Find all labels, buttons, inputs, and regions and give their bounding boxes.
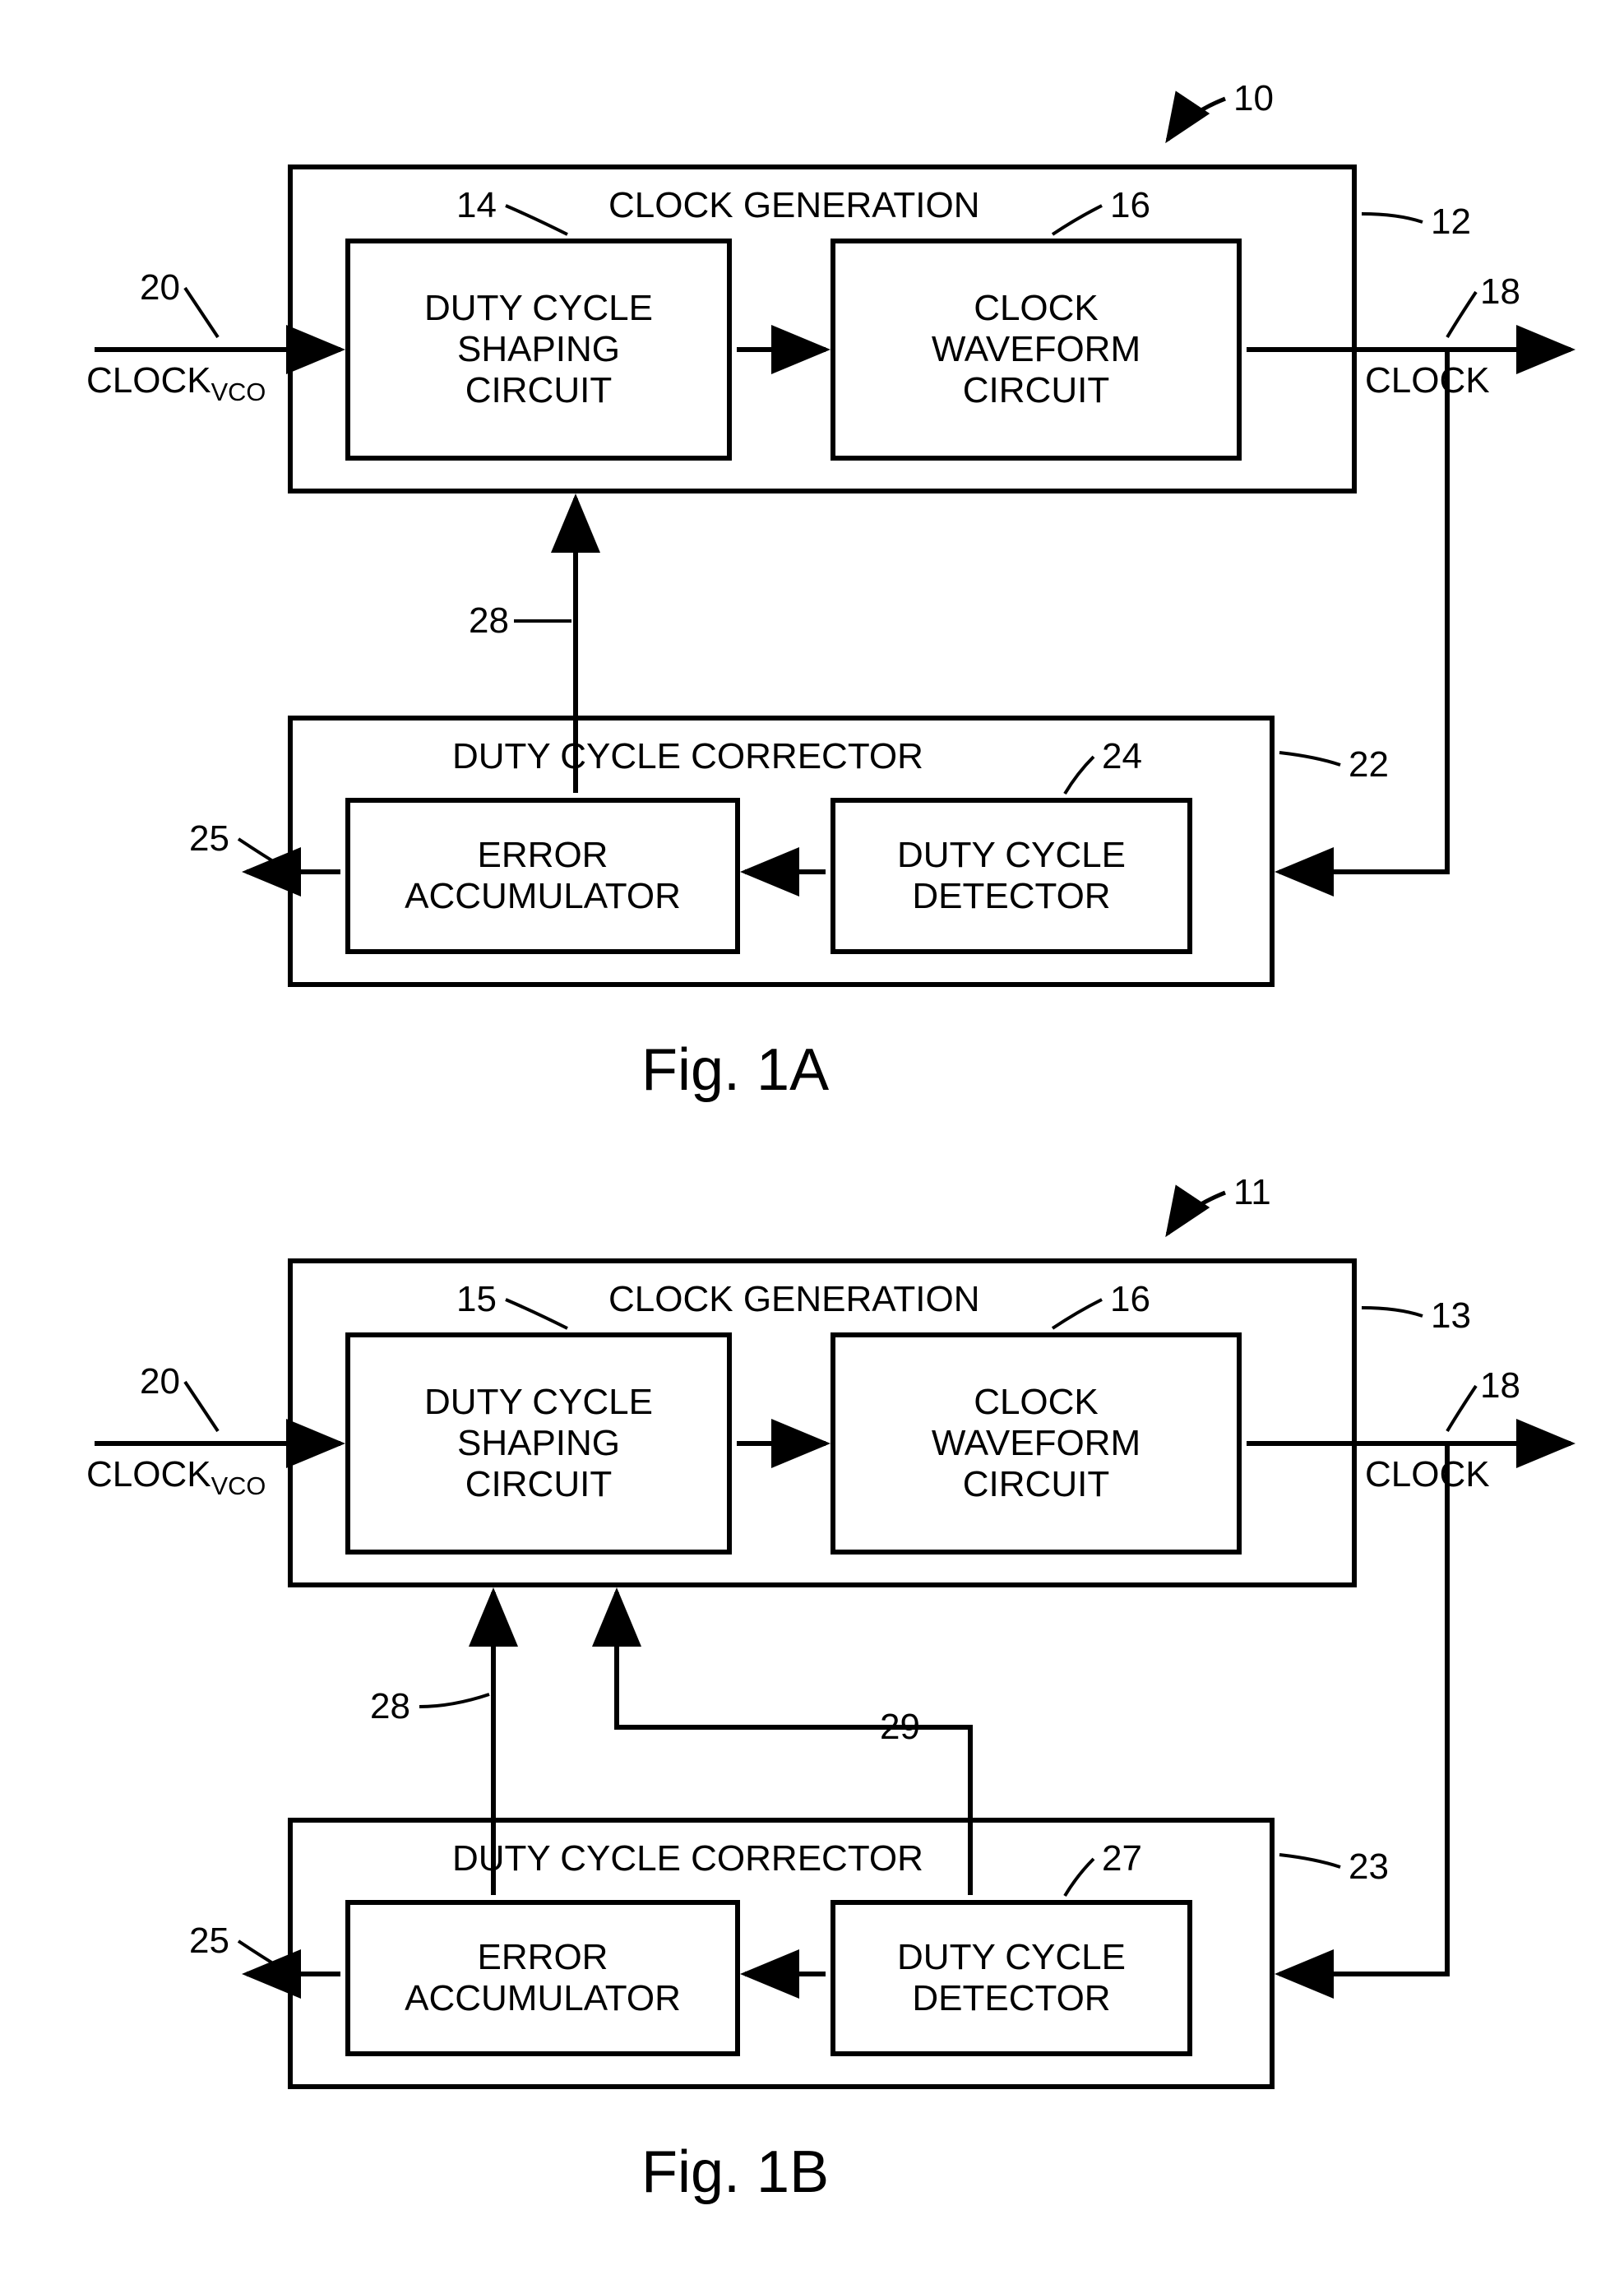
figB-ref16: 16 xyxy=(1110,1279,1150,1320)
figB-ref27: 27 xyxy=(1102,1838,1142,1879)
figB-waveform-text: CLOCKWAVEFORMCIRCUIT xyxy=(932,1382,1141,1505)
figA-input-clock-sub: VCO xyxy=(211,378,266,406)
figA-detector-box: DUTY CYCLEDETECTOR xyxy=(831,798,1192,954)
figA-ref10: 10 xyxy=(1233,78,1274,119)
figA-ref16: 16 xyxy=(1110,185,1150,226)
figA-ref12: 12 xyxy=(1431,202,1471,243)
figA-ref25: 25 xyxy=(189,818,229,860)
figB-ref29: 29 xyxy=(880,1707,920,1748)
figB-ref20: 20 xyxy=(140,1361,180,1402)
figA-ref22: 22 xyxy=(1349,744,1389,785)
figA-ref18: 18 xyxy=(1480,271,1520,313)
figB-input-clock-text: CLOCK xyxy=(86,1454,211,1494)
figA-ref20: 20 xyxy=(140,267,180,308)
figB-detector-box: DUTY CYCLEDETECTOR xyxy=(831,1900,1192,2056)
figB-input-clock: CLOCKVCO xyxy=(86,1454,266,1501)
figB-caption: Fig. 1B xyxy=(641,2138,829,2206)
figB-output-clock: CLOCK xyxy=(1365,1454,1490,1495)
figA-shaping-text: DUTY CYCLESHAPINGCIRCUIT xyxy=(424,288,653,411)
figA-shaping-box: DUTY CYCLESHAPINGCIRCUIT xyxy=(345,239,732,461)
figB-accumulator-text: ERRORACCUMULATOR xyxy=(405,1937,681,2019)
figA-caption: Fig. 1A xyxy=(641,1036,829,1104)
figB-clockgen-title: CLOCK GENERATION xyxy=(608,1279,979,1320)
figB-ref18: 18 xyxy=(1480,1365,1520,1406)
figA-clockgen-title: CLOCK GENERATION xyxy=(608,185,979,226)
page: DUTY CYCLESHAPINGCIRCUIT CLOCKWAVEFORMCI… xyxy=(0,0,1624,2289)
figB-accumulator-box: ERRORACCUMULATOR xyxy=(345,1900,740,2056)
figB-ref23: 23 xyxy=(1349,1846,1389,1888)
figA-input-clock: CLOCKVCO xyxy=(86,360,266,407)
figB-ref28: 28 xyxy=(370,1686,410,1727)
figB-corrector-title: DUTY CYCLE CORRECTOR xyxy=(452,1838,923,1879)
figB-ref13: 13 xyxy=(1431,1295,1471,1337)
figB-shaping-text: DUTY CYCLESHAPINGCIRCUIT xyxy=(424,1382,653,1505)
figA-output-clock: CLOCK xyxy=(1365,360,1490,401)
figB-ref15: 15 xyxy=(456,1279,497,1320)
figA-detector-text: DUTY CYCLEDETECTOR xyxy=(897,835,1126,917)
figA-accumulator-box: ERRORACCUMULATOR xyxy=(345,798,740,954)
figA-ref14: 14 xyxy=(456,185,497,226)
figA-accumulator-text: ERRORACCUMULATOR xyxy=(405,835,681,917)
figB-shaping-box: DUTY CYCLESHAPINGCIRCUIT xyxy=(345,1332,732,1555)
figB-ref11: 11 xyxy=(1233,1172,1271,1213)
figB-ref25: 25 xyxy=(189,1921,229,1962)
figA-ref28: 28 xyxy=(469,600,509,642)
figA-corrector-title: DUTY CYCLE CORRECTOR xyxy=(452,736,923,777)
figB-waveform-box: CLOCKWAVEFORMCIRCUIT xyxy=(831,1332,1242,1555)
figA-waveform-text: CLOCKWAVEFORMCIRCUIT xyxy=(932,288,1141,411)
figA-ref24: 24 xyxy=(1102,736,1142,777)
figA-input-clock-text: CLOCK xyxy=(86,360,211,401)
figB-input-clock-sub: VCO xyxy=(211,1471,266,1500)
figB-detector-text: DUTY CYCLEDETECTOR xyxy=(897,1937,1126,2019)
figA-waveform-box: CLOCKWAVEFORMCIRCUIT xyxy=(831,239,1242,461)
